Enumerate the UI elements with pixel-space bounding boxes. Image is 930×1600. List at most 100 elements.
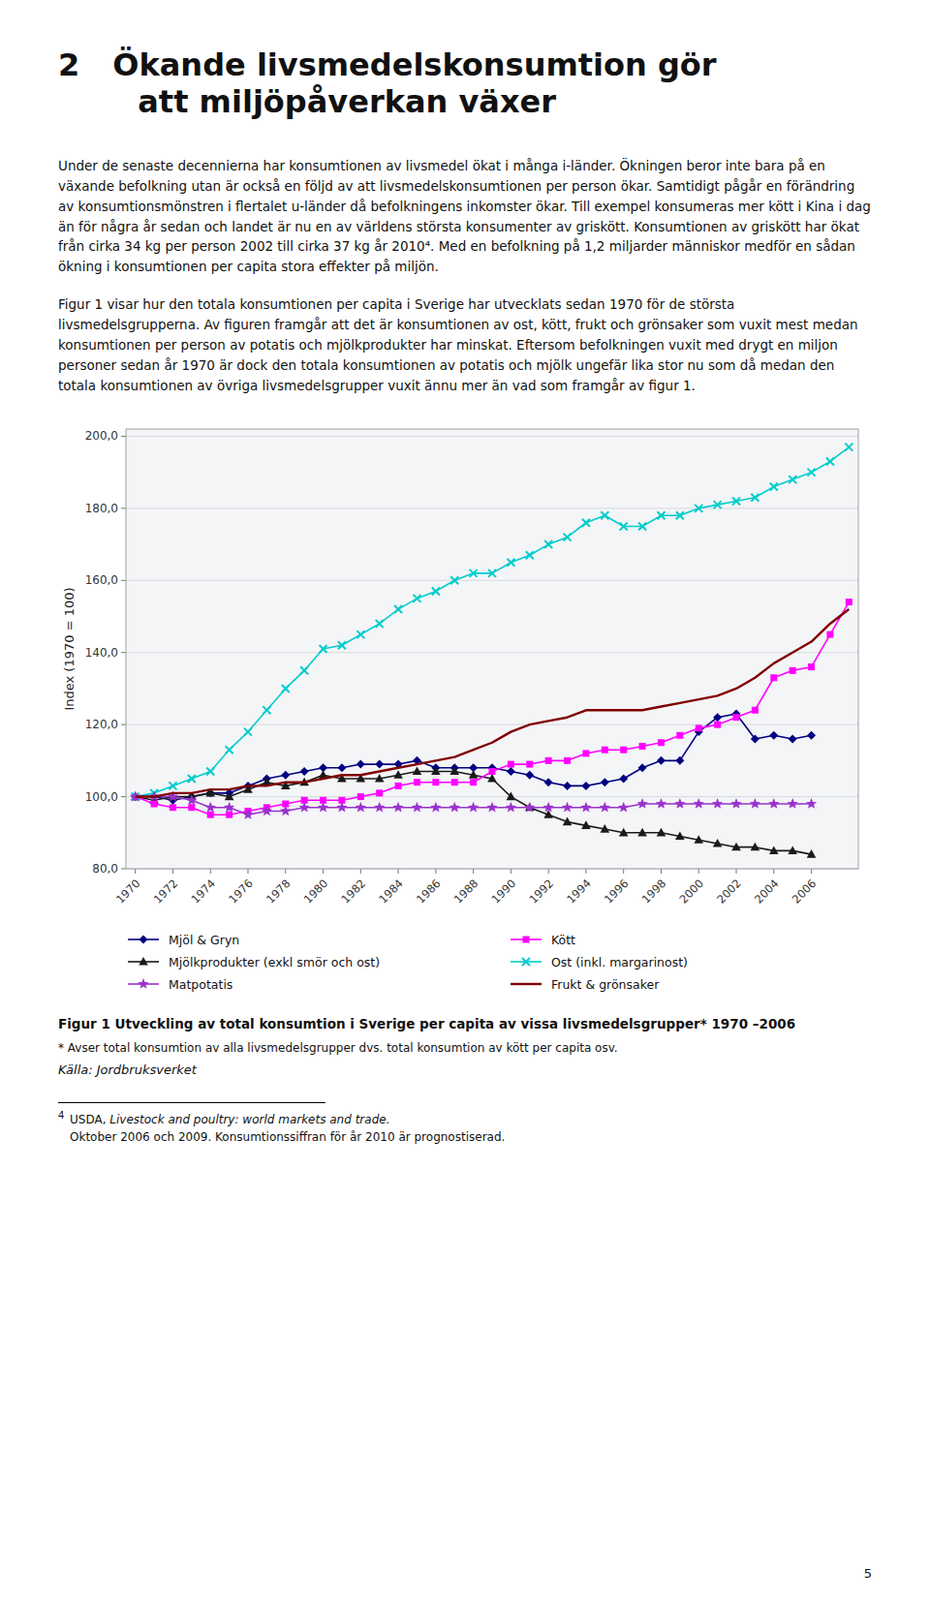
marker [713,721,721,729]
footnote-title: Livestock and poultry: world markets and… [109,1113,390,1127]
marker-stroke [469,569,478,578]
marker [695,724,703,732]
marker-stroke [300,666,309,675]
x-tick-label: 1982 [339,876,370,907]
grid-line [125,507,859,509]
marker [355,802,367,813]
marker [280,771,290,780]
marker [581,781,590,791]
marker [432,587,440,595]
marker [207,811,215,819]
marker [542,802,554,813]
x-tick [248,868,249,874]
marker [523,936,530,944]
marker [206,767,215,775]
marker-stroke [788,475,797,484]
body-text: Under de senaste decennierna har konsumt… [58,155,872,279]
x-tick-label: 1994 [563,876,594,907]
marker-stroke [620,522,628,530]
heading-text: Ökande livsmedelskonsumtion göratt miljö… [112,46,716,122]
y-tick [121,868,126,869]
x-tick-label: 2006 [789,876,820,907]
marker-stroke [450,576,459,585]
series [131,598,853,819]
y-tick [121,724,126,726]
marker-stroke [412,594,421,603]
legend-label: Kött [551,932,576,948]
marker [281,684,290,693]
marker [431,766,441,775]
x-tick [585,868,587,874]
y-tick-label: 100,0 [85,789,119,804]
x-tick-label: 1988 [451,876,482,907]
marker [561,802,573,813]
marker [411,802,423,813]
marker-stroke [694,504,703,513]
marker [806,798,817,809]
chart: 80,0100,0120,0140,0160,0180,0200,0197019… [58,419,872,992]
marker [639,743,647,750]
marker [731,842,742,852]
marker [694,504,703,513]
marker [375,789,383,797]
marker-stroke [168,781,177,790]
marker-stroke [600,511,609,520]
x-tick [660,868,662,874]
x-tick [210,868,212,874]
marker [844,443,853,452]
marker [242,808,253,820]
marker-stroke [732,496,741,505]
marker [713,838,723,848]
marker [770,482,778,491]
marker [732,496,741,505]
marker-stroke [522,958,530,966]
marker [319,645,328,653]
x-tick-label: 1992 [526,876,557,907]
marker-stroke [826,457,835,465]
series-line [135,609,850,798]
legend-line [510,983,542,986]
marker [770,674,777,682]
marker [317,802,329,813]
marker-stroke [432,587,440,595]
marker [469,778,477,786]
marker [522,958,530,966]
marker [769,731,778,741]
marker [581,820,591,830]
x-tick-label: 1970 [113,876,144,907]
marker-stroke [300,666,309,675]
marker [412,766,423,775]
marker-stroke [488,569,496,578]
marker [395,782,403,790]
marker [186,794,197,806]
chart-svg: 80,0100,0120,0140,0160,0180,0200,0197019… [58,419,872,924]
marker [449,766,460,775]
legend-item: Mjölkprodukter (exkl smör och ost) [125,955,490,970]
marker-stroke [432,587,440,595]
marker [526,551,534,559]
series [130,709,816,805]
x-tick [548,868,550,874]
marker-stroke [582,519,590,527]
marker-stroke [338,641,346,650]
legend-label: Matpotatis [168,977,233,992]
marker [526,761,533,769]
x-tick [134,868,136,874]
marker [657,739,665,746]
marker [656,511,665,520]
legend-item: Frukt & grönsaker [508,977,872,992]
marker [375,620,384,628]
marker [563,757,571,765]
marker-stroke [770,482,778,491]
marker [600,824,611,834]
marker [356,630,365,639]
legend-swatch [125,932,161,947]
marker [580,802,591,813]
x-tick [398,868,400,874]
legend-swatch [508,932,544,947]
marker-stroke [770,482,778,491]
marker [582,519,590,527]
marker-stroke [676,511,684,520]
marker [336,802,347,813]
page-number: 5 [864,1566,872,1581]
